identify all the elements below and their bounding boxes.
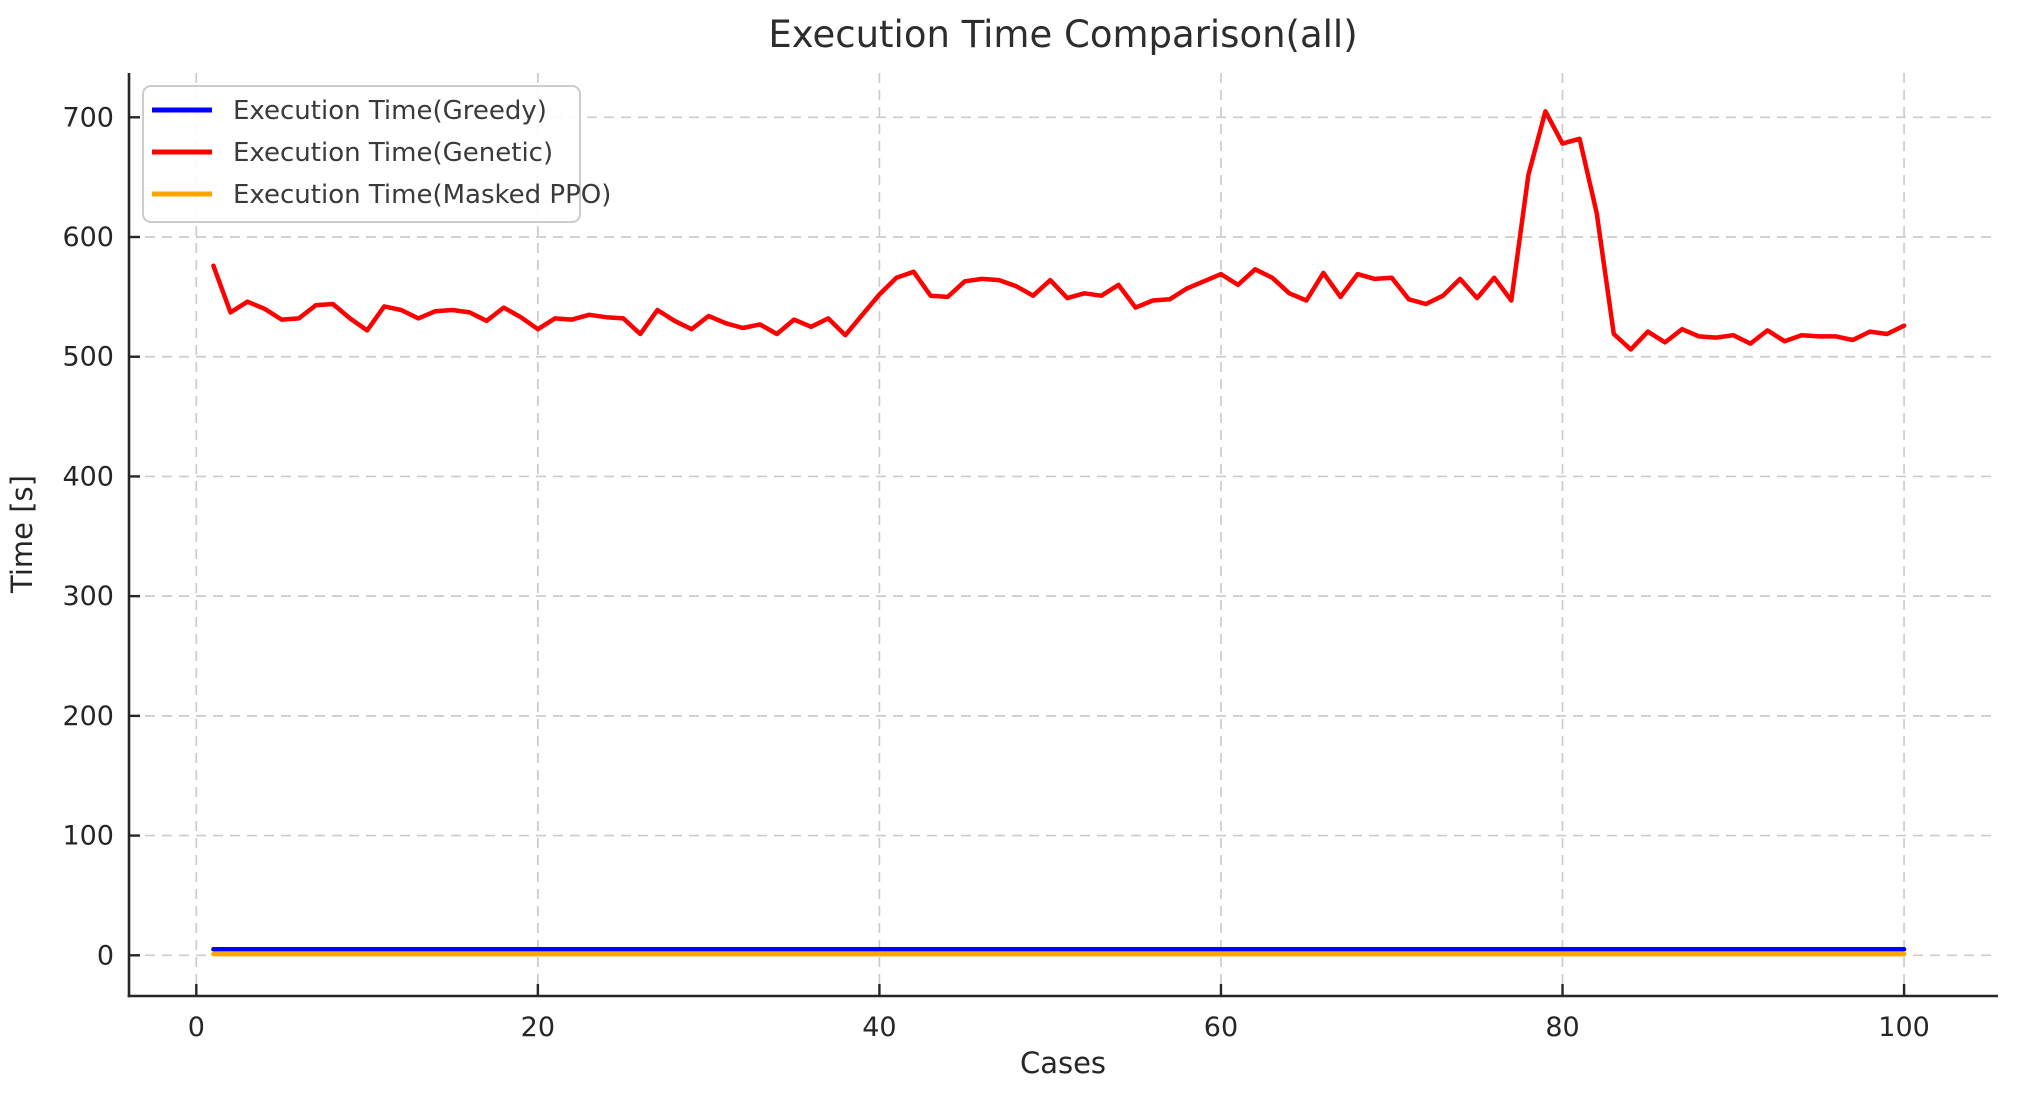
legend: Execution Time(Greedy) Execution Time(Gen… <box>142 85 611 223</box>
data-series <box>211 109 1907 957</box>
y-tick-label: 700 <box>62 102 114 133</box>
y-tick-label: 300 <box>62 581 114 612</box>
y-tick-label: 500 <box>62 342 114 373</box>
chart-title: Execution Time Comparison(all) <box>768 13 1357 56</box>
x-axis-label: Cases <box>1020 1046 1106 1080</box>
x-tick-label: 40 <box>862 1012 896 1043</box>
y-axis-label: Time [s] <box>5 475 39 594</box>
legend-entry-label: Execution Time(Greedy) <box>233 96 547 126</box>
series-line-genetic <box>211 109 1907 352</box>
x-tick-label: 80 <box>1545 1012 1579 1043</box>
y-tick-label: 200 <box>62 701 114 732</box>
axes: 0 20 40 60 80 100 0 100 200 300 400 500 600 700 <box>62 73 1998 1043</box>
legend-frame <box>142 85 581 223</box>
x-tick-label: 60 <box>1204 1012 1238 1043</box>
x-tick-label: 100 <box>1878 1012 1930 1043</box>
legend-entry-label: Execution Time(Masked PPO) <box>233 180 611 210</box>
x-tick-label: 0 <box>188 1012 205 1043</box>
y-tick-label: 100 <box>62 821 114 852</box>
x-tick-label: 20 <box>521 1012 555 1043</box>
y-tick-label: 0 <box>97 940 114 971</box>
legend-entry-label: Execution Time(Genetic) <box>233 138 553 168</box>
y-tick-label: 400 <box>62 461 114 492</box>
y-tick-label: 600 <box>62 222 114 253</box>
